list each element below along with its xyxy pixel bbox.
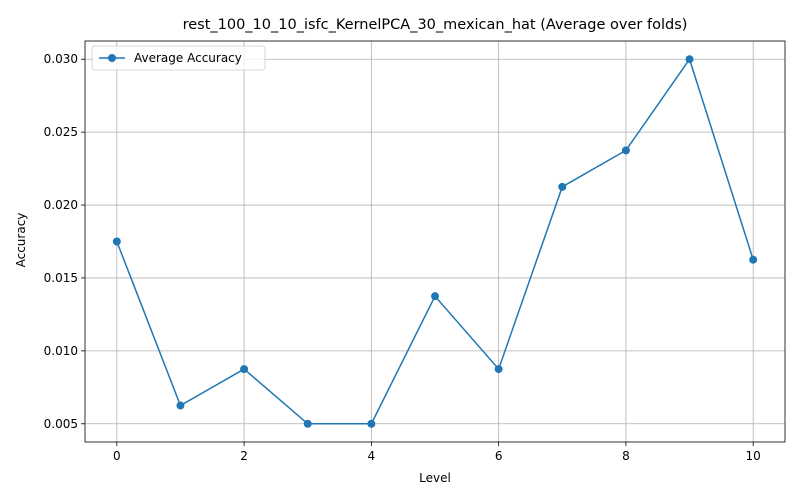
data-point (367, 419, 376, 428)
y-tick-label: 0.010 (44, 344, 78, 358)
y-tick-label: 0.025 (44, 125, 78, 139)
data-point (621, 146, 630, 155)
data-point (685, 55, 694, 64)
axes: 0 2 4 6 8 10 0.005 0.010 0.015 0.020 0.025 0.030 (44, 40, 786, 463)
x-tick-label: 4 (368, 449, 376, 463)
grid (85, 41, 785, 442)
x-tick-label: 6 (495, 449, 503, 463)
y-axis-label: Accuracy (14, 213, 28, 268)
data-point (240, 365, 249, 374)
series-layer (112, 55, 758, 428)
x-tick-label: 8 (622, 449, 630, 463)
y-tick-label: 0.005 (44, 417, 78, 431)
data-point (112, 237, 121, 246)
legend-label: Average Accuracy (134, 51, 242, 65)
data-point (494, 365, 503, 374)
x-tick-label: 0 (113, 449, 121, 463)
y-tick-label: 0.020 (44, 198, 78, 212)
y-tick-label: 0.030 (44, 52, 78, 66)
x-axis-label: Level (419, 471, 451, 485)
data-point (303, 419, 312, 428)
legend-marker (108, 54, 116, 62)
data-point (431, 292, 439, 301)
x-tick-label: 2 (240, 449, 248, 463)
legend: Average Accuracy (91, 45, 266, 71)
plot-frame (84, 40, 786, 443)
data-point (749, 255, 758, 264)
y-tick-label: 0.015 (44, 271, 78, 285)
legend-box (91, 45, 266, 71)
data-point (176, 401, 185, 410)
chart-title: rest_100_10_10_isfc_KernelPCA_30_mexican… (183, 17, 688, 33)
data-point (558, 182, 567, 191)
x-tick-label: 10 (746, 449, 761, 463)
